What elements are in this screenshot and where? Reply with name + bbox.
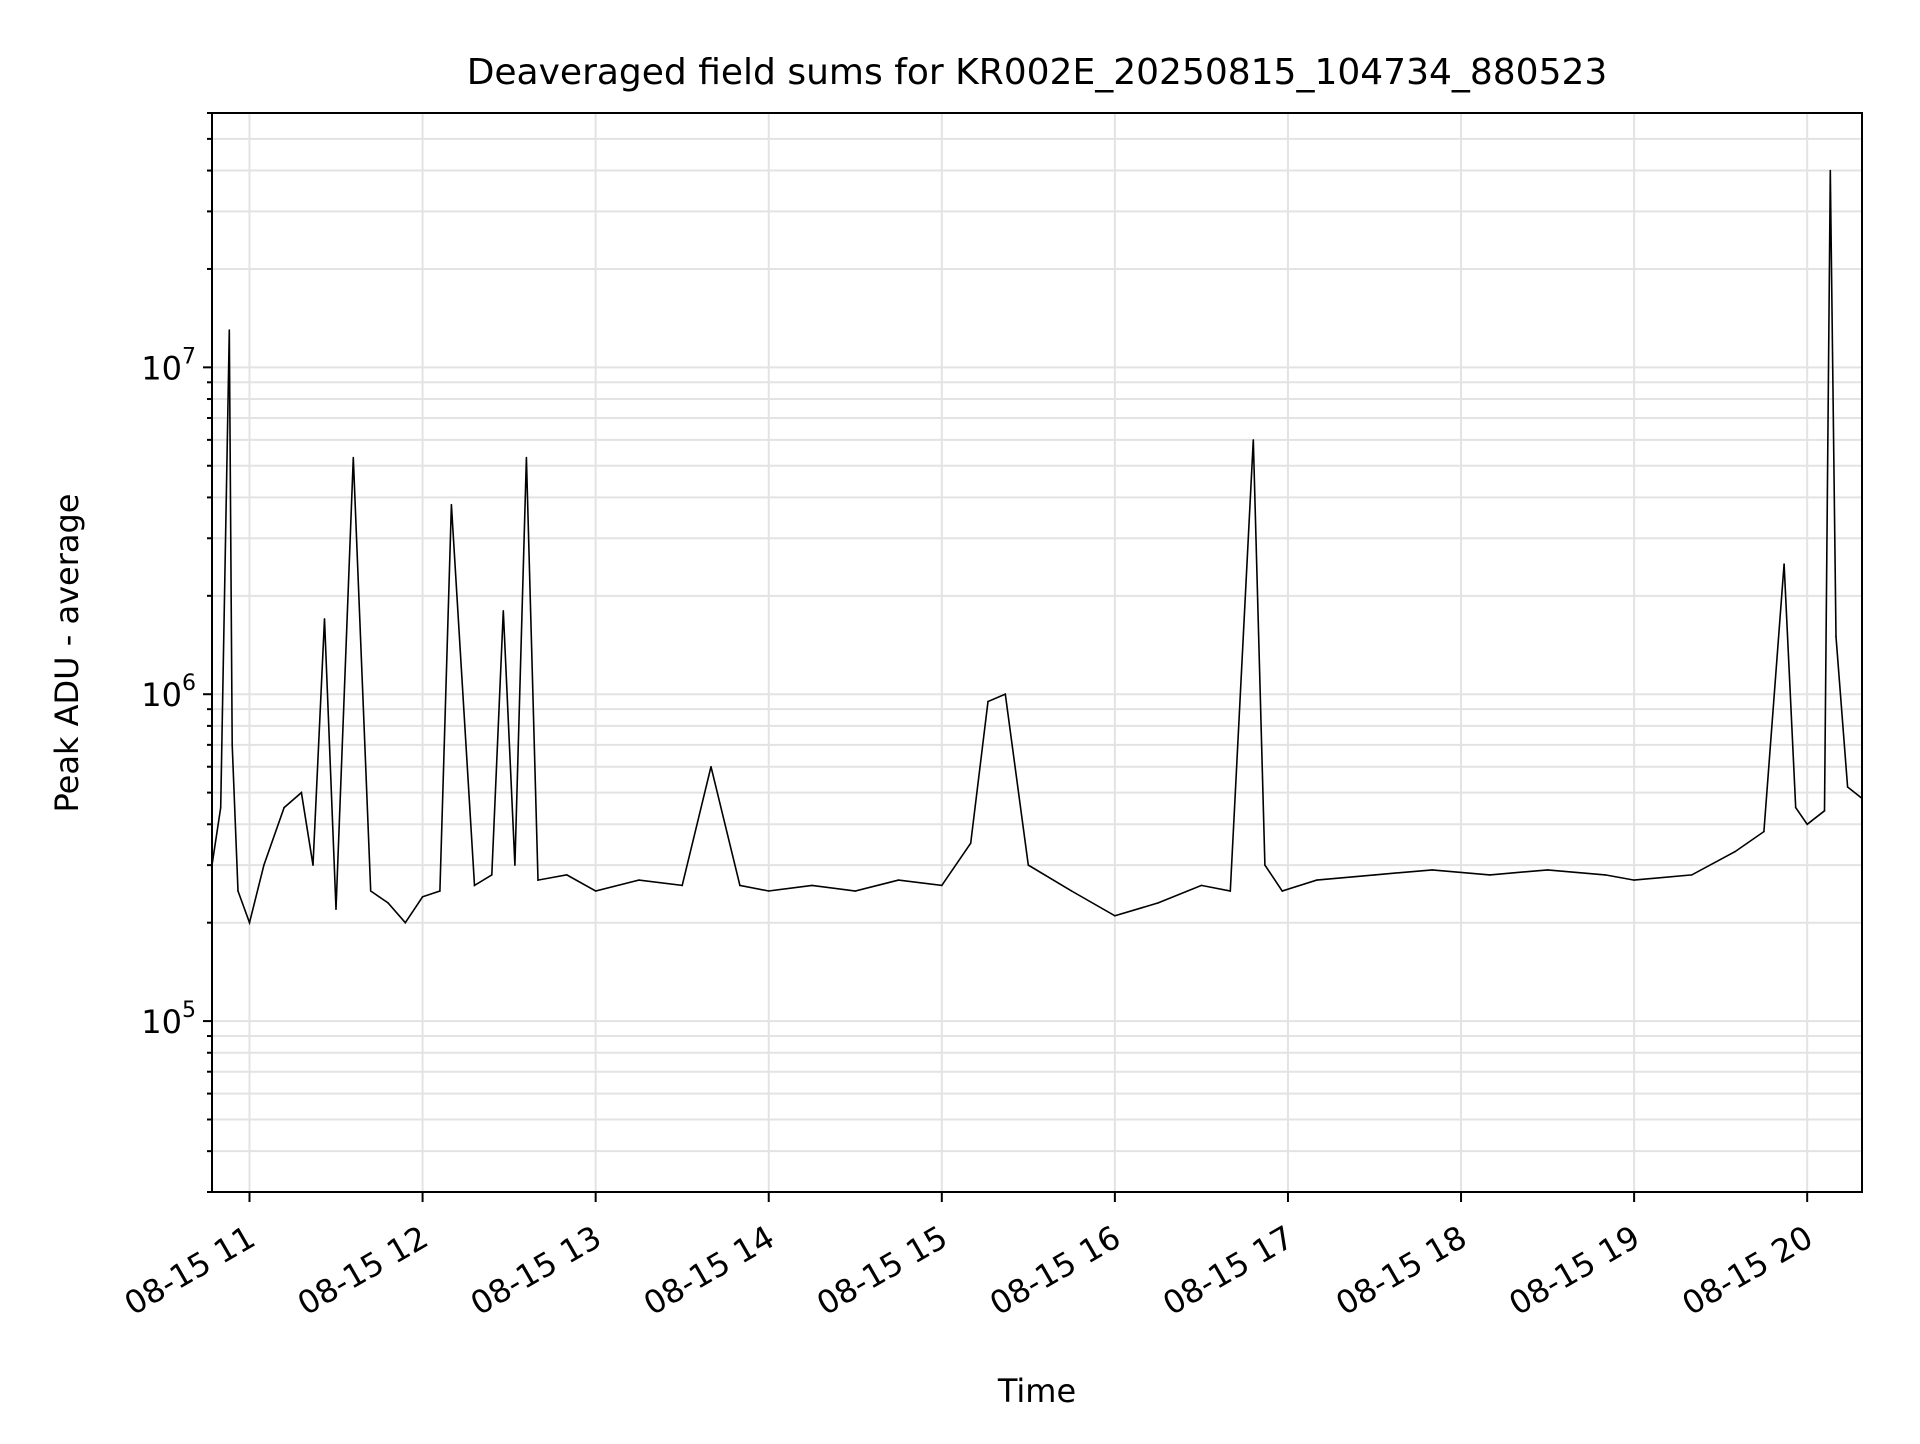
data-point bbox=[1114, 915, 1116, 917]
data-point bbox=[1829, 169, 1832, 172]
data-point bbox=[263, 864, 265, 866]
data-point bbox=[739, 884, 741, 887]
data-point bbox=[323, 618, 326, 620]
y-axis-label: Peak ADU - average bbox=[48, 494, 86, 813]
data-point bbox=[897, 879, 900, 881]
series-layer bbox=[211, 169, 1863, 926]
data-point bbox=[566, 874, 568, 876]
data-point bbox=[1373, 874, 1376, 876]
data-point bbox=[987, 700, 989, 703]
data-point bbox=[1431, 869, 1433, 871]
data-point bbox=[1604, 874, 1607, 876]
data-point bbox=[1157, 902, 1159, 904]
data-point bbox=[1070, 890, 1073, 892]
data-point bbox=[1200, 884, 1203, 887]
data-point bbox=[1691, 874, 1693, 876]
data-point bbox=[335, 908, 337, 910]
y-tick-label: 106 bbox=[141, 671, 196, 714]
grid bbox=[212, 112, 1862, 1193]
data-point bbox=[1835, 635, 1837, 638]
data-point bbox=[352, 456, 355, 459]
data-point bbox=[228, 329, 231, 331]
data-point bbox=[387, 902, 389, 904]
series-line-0 bbox=[211, 170, 1863, 926]
data-point bbox=[594, 890, 597, 892]
data-point bbox=[1004, 693, 1007, 695]
data-point bbox=[941, 884, 943, 887]
y-tick-label: 107 bbox=[141, 344, 196, 387]
data-point bbox=[219, 806, 222, 809]
plot-frame bbox=[211, 112, 1863, 1193]
y-tick-label: 105 bbox=[141, 998, 196, 1041]
data-point bbox=[1734, 850, 1736, 853]
data-point bbox=[811, 884, 813, 887]
data-point bbox=[1823, 810, 1826, 812]
data-point bbox=[491, 874, 493, 876]
data-point bbox=[1252, 439, 1255, 441]
data-point bbox=[300, 791, 303, 794]
data-point bbox=[1281, 890, 1283, 892]
data-point bbox=[248, 921, 251, 924]
data-point bbox=[237, 890, 239, 892]
data-point bbox=[767, 890, 770, 892]
data-point bbox=[1846, 786, 1849, 788]
data-point bbox=[1763, 830, 1765, 833]
x-axis-label: Time bbox=[997, 1372, 1076, 1410]
data-point bbox=[1794, 806, 1797, 809]
data-point bbox=[502, 610, 505, 612]
data-point bbox=[537, 879, 539, 881]
data-point bbox=[421, 896, 424, 898]
data-point bbox=[1027, 864, 1030, 866]
chart-title: Deaveraged field sums for KR002E_2025081… bbox=[467, 52, 1608, 93]
data-point bbox=[1229, 890, 1232, 892]
data-point bbox=[312, 864, 314, 866]
data-point bbox=[1489, 874, 1491, 876]
data-point bbox=[1633, 879, 1635, 881]
data-point bbox=[1783, 563, 1785, 565]
data-point bbox=[1546, 869, 1549, 871]
data-point bbox=[1264, 864, 1266, 866]
data-point bbox=[710, 765, 712, 768]
data-point bbox=[514, 864, 516, 866]
data-point bbox=[525, 456, 528, 459]
data-point bbox=[1316, 879, 1318, 881]
data-point bbox=[439, 890, 441, 892]
data-point bbox=[473, 884, 476, 887]
data-point bbox=[231, 744, 233, 746]
data-point bbox=[369, 890, 372, 892]
data-point bbox=[969, 842, 972, 844]
data-point bbox=[681, 884, 683, 887]
data-point bbox=[404, 921, 407, 924]
data-point bbox=[854, 890, 857, 892]
data-point bbox=[283, 806, 285, 809]
data-point bbox=[1806, 823, 1808, 826]
data-point bbox=[450, 503, 453, 506]
data-point bbox=[638, 879, 640, 881]
